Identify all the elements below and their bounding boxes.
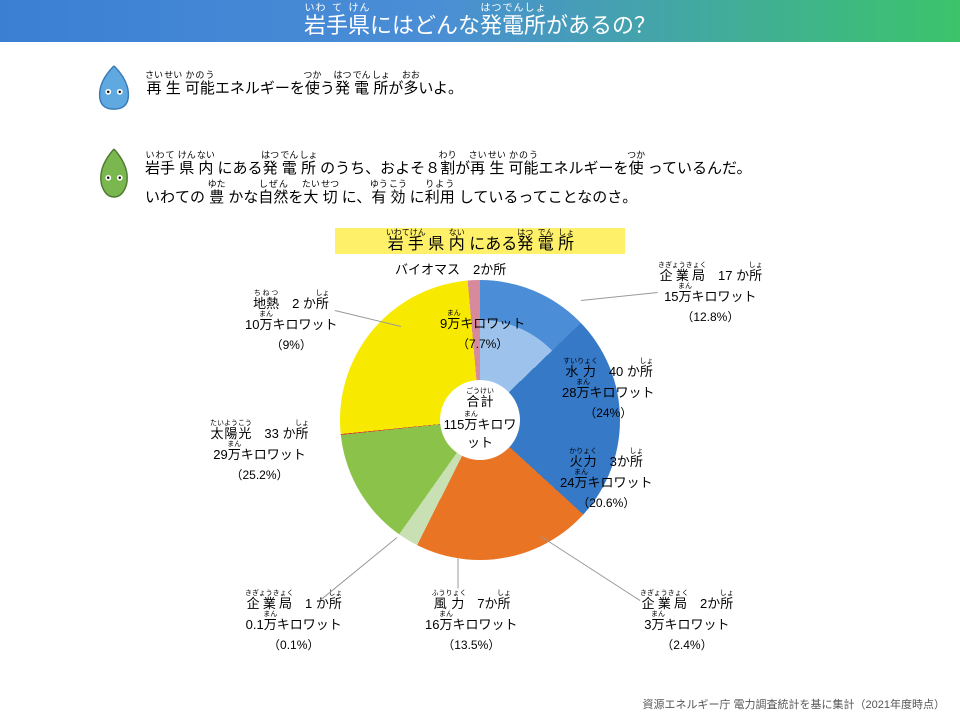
slice-label: 火力かりょく 3か所しょ24万まんキロワット（20.6%）: [560, 448, 653, 512]
chart-title: 岩手いわてけん 県 内ない にある発はつ 電でん 所しょ: [335, 228, 625, 254]
slice-label: 企業局きぎょうきょく 2か所しょ3万まんキロワット（2.4%）: [640, 590, 734, 654]
leader-line: [541, 536, 641, 601]
message-1: 再さい 生せい 可能かのうエネルギーを使つかう発はつ 電でん 所しょが多おおいよ…: [145, 70, 463, 104]
slice-label-inner: 9万まんキロワット（7.7%）: [440, 310, 525, 353]
mascot-leaf-icon: [90, 145, 138, 200]
slice-label: 企業局きぎょうきょく 1 か所しょ0.1万まんキロワット（0.1%）: [245, 590, 342, 654]
message-2: 岩手いわて 県けん 内ない にある発はつ 電でん 所しょ のうち、およそ８割わり…: [145, 150, 752, 212]
slice-label: 風力ふうりょく 7か所しょ16万まんキロワット（13.5%）: [425, 590, 518, 654]
slice-label: 企業局きぎょうきょく 17 か所しょ15万まんキロワット（12.8%）: [658, 262, 763, 326]
mascot-drop-icon: [90, 60, 138, 115]
leader-line: [581, 292, 658, 301]
slice-label: 水力すいりょく 40 か所しょ28万まんキロワット（24%）: [562, 358, 655, 422]
source-text: 資源エネルギー庁 電力調査統計を基に集計（2021年度時点）: [642, 696, 945, 712]
slice-label: 地熱ちねつ 2 か所しょ10万まんキロワット（9%）: [245, 290, 338, 354]
slice-label: 太陽光たいようこう 33 か所しょ29万まんキロワット（25.2%）: [210, 420, 309, 484]
leader-line: [320, 537, 398, 601]
leader-line: [458, 559, 459, 589]
page-header: 岩いわ手て県けんにはどんな発電所はつでんしょがあるの？: [0, 0, 960, 42]
slice-label: バイオマス 2か所: [395, 260, 506, 280]
pie-center: 合計ごうけい 115万まんキロワット: [440, 380, 520, 460]
header-title: 岩いわ手て県けんにはどんな発電所はつでんしょがあるの？: [304, 3, 656, 40]
